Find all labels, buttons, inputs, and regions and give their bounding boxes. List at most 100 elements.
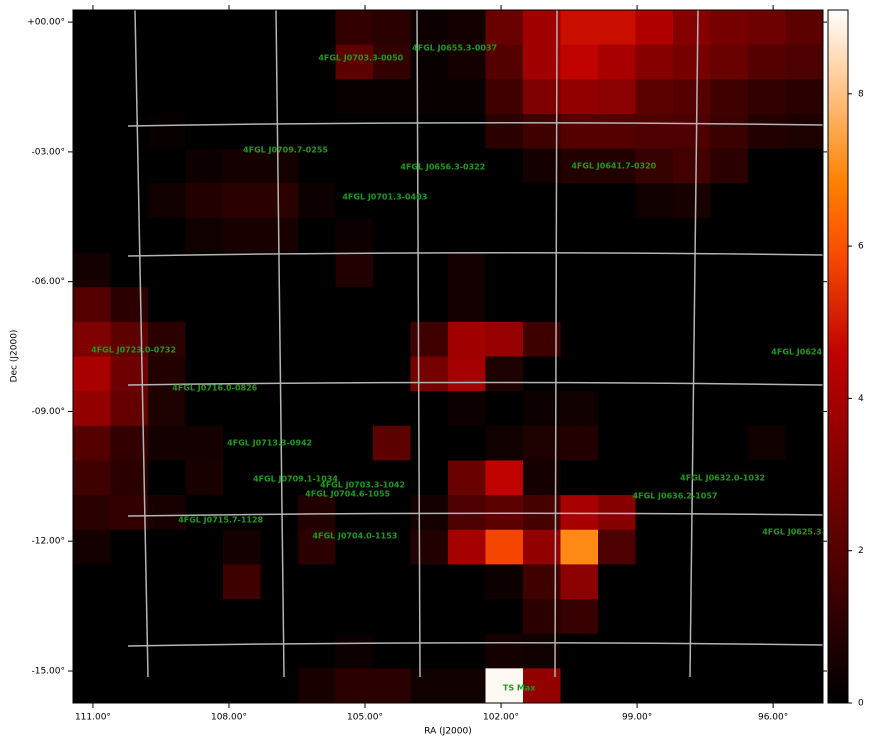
heatmap-cell xyxy=(148,564,186,600)
heatmap-cell xyxy=(785,668,824,704)
heatmap-cell xyxy=(335,44,374,80)
heatmap-cell xyxy=(298,668,336,704)
heatmap-cell xyxy=(298,529,336,565)
heatmap-cell xyxy=(148,10,186,45)
heatmap-cell xyxy=(148,79,186,115)
heatmap-cell xyxy=(148,668,186,704)
heatmap-cell xyxy=(785,425,824,461)
heatmap-cell xyxy=(110,252,149,288)
heatmap-cell xyxy=(148,495,186,531)
heatmap-cell xyxy=(73,391,111,427)
heatmap-cell xyxy=(185,79,224,115)
heatmap-cell xyxy=(260,183,299,219)
heatmap-cell xyxy=(485,599,524,634)
heatmap-cell xyxy=(485,356,524,392)
heatmap-cell xyxy=(598,391,636,427)
heatmap-cell xyxy=(635,391,674,427)
heatmap-cell xyxy=(710,495,749,531)
heatmap-cell xyxy=(598,668,636,704)
heatmap-cell xyxy=(410,79,449,115)
heatmap-cell xyxy=(223,495,261,531)
heatmap-cell xyxy=(260,356,299,392)
heatmap-cell xyxy=(185,287,224,323)
grid-curve xyxy=(127,641,824,647)
grid-curve xyxy=(134,9,149,678)
heatmap-cell xyxy=(148,356,186,392)
heatmap-cell xyxy=(635,495,674,531)
heatmap-cell xyxy=(223,391,261,427)
heatmap-cell xyxy=(748,321,786,357)
x-tick-label: 96.00° xyxy=(758,713,788,723)
heatmap-cell xyxy=(185,252,224,288)
heatmap-cell xyxy=(185,599,224,634)
heatmap-cell xyxy=(373,217,411,253)
heatmap-cell xyxy=(223,633,261,669)
heatmap-cell xyxy=(448,599,486,634)
heatmap-cell xyxy=(635,529,674,565)
heatmap-cell xyxy=(635,599,674,634)
heatmap-cell xyxy=(448,217,486,253)
heatmap-cell xyxy=(185,356,224,392)
heatmap-cell xyxy=(560,599,599,634)
heatmap-cell xyxy=(298,425,336,461)
heatmap-cell xyxy=(260,460,299,496)
heatmap-cell xyxy=(410,217,449,253)
heatmap-cell xyxy=(635,217,674,253)
y-axis-label: Dec (J2000) xyxy=(10,330,20,383)
heatmap-cell xyxy=(185,633,224,669)
heatmap-cell xyxy=(785,10,824,45)
heatmap-cell xyxy=(298,633,336,669)
heatmap-cell xyxy=(748,79,786,115)
coordinate-grid xyxy=(127,9,824,678)
heatmap-cell xyxy=(448,10,486,45)
colorbar xyxy=(827,9,849,704)
heatmap-cell xyxy=(598,287,636,323)
heatmap-cell xyxy=(410,460,449,496)
heatmap-cell xyxy=(148,599,186,634)
heatmap-cell xyxy=(335,425,374,461)
heatmap-cell xyxy=(560,460,599,496)
x-tick-label: 108.00° xyxy=(211,713,247,723)
heatmap-cell xyxy=(785,356,824,392)
heatmap-cell xyxy=(223,252,261,288)
heatmap-cell xyxy=(185,564,224,600)
heatmap-cell xyxy=(410,633,449,669)
heatmap-cell xyxy=(560,217,599,253)
heatmap-cell xyxy=(298,599,336,634)
heatmap-cell xyxy=(448,391,486,427)
heatmap-cell xyxy=(373,460,411,496)
heatmap-cell xyxy=(485,668,524,704)
heatmap-cell xyxy=(673,391,711,427)
heatmap-cell xyxy=(785,391,824,427)
heatmap-cell xyxy=(710,460,749,496)
colorbar-tick-label: 8 xyxy=(858,89,864,99)
heatmap-cell xyxy=(410,529,449,565)
heatmap-cell xyxy=(785,287,824,323)
heatmap-cell xyxy=(748,287,786,323)
heatmap-cell xyxy=(110,10,149,45)
heatmap-cell xyxy=(110,529,149,565)
heatmap-cell xyxy=(560,252,599,288)
x-tick-label: 111.00° xyxy=(75,713,111,723)
heatmap-cell xyxy=(73,217,111,253)
heatmap-cell xyxy=(148,529,186,565)
heatmap-cell xyxy=(748,460,786,496)
heatmap-cell xyxy=(523,321,561,357)
heatmap-cell xyxy=(485,10,524,45)
heatmap-cell xyxy=(73,183,111,219)
heatmap-cell xyxy=(598,44,636,80)
heatmap-cell xyxy=(673,287,711,323)
heatmap-cell xyxy=(410,10,449,45)
heatmap-cell xyxy=(73,148,111,184)
heatmap-cell xyxy=(73,321,111,357)
heatmap-cell xyxy=(748,44,786,80)
heatmap-cell xyxy=(73,10,111,45)
heatmap-cell xyxy=(710,321,749,357)
heatmap-cell xyxy=(523,183,561,219)
heatmap-cell xyxy=(148,148,186,184)
heatmap-cell xyxy=(335,668,374,704)
heatmap-cell xyxy=(110,217,149,253)
heatmap-cell xyxy=(260,79,299,115)
heatmap-cell xyxy=(635,44,674,80)
grid-curve xyxy=(127,381,824,386)
